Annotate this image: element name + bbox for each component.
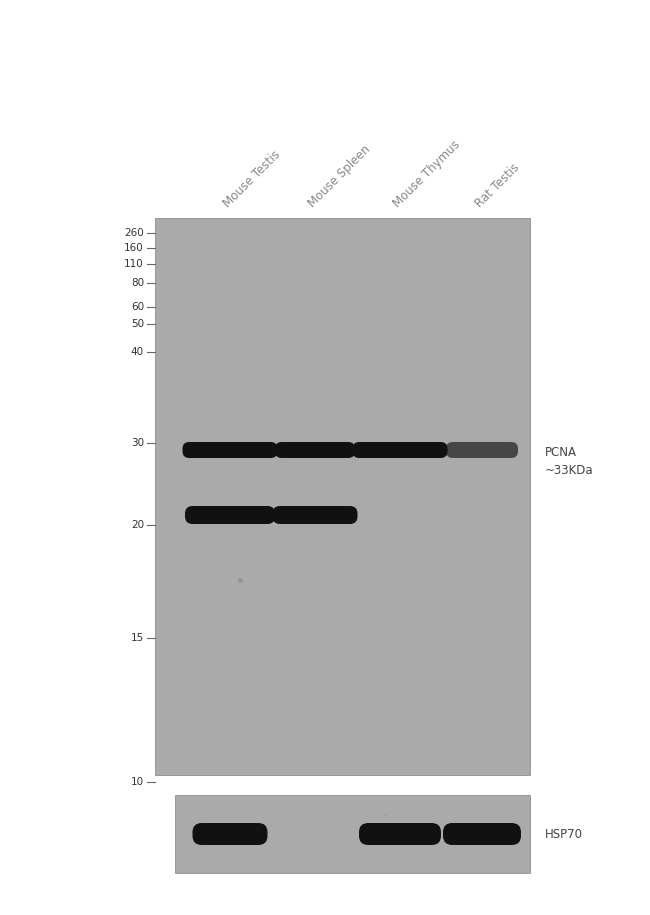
- Text: HSP70: HSP70: [545, 827, 583, 841]
- FancyBboxPatch shape: [352, 442, 447, 458]
- FancyBboxPatch shape: [185, 506, 275, 524]
- Text: 20: 20: [131, 520, 144, 530]
- Text: 15: 15: [131, 633, 144, 643]
- FancyBboxPatch shape: [183, 442, 278, 458]
- Text: 10: 10: [131, 777, 144, 787]
- Text: 80: 80: [131, 278, 144, 288]
- Text: 50: 50: [131, 319, 144, 329]
- FancyBboxPatch shape: [359, 823, 441, 845]
- FancyBboxPatch shape: [275, 442, 355, 458]
- Bar: [155, 218, 530, 775]
- Text: 30: 30: [131, 438, 144, 448]
- FancyBboxPatch shape: [301, 823, 329, 845]
- FancyBboxPatch shape: [443, 823, 521, 845]
- Text: 40: 40: [131, 347, 144, 357]
- FancyBboxPatch shape: [272, 506, 358, 524]
- Text: Mouse Spleen: Mouse Spleen: [306, 143, 373, 210]
- Text: Mouse Thymus: Mouse Thymus: [391, 138, 463, 210]
- Text: 260: 260: [124, 228, 144, 238]
- Text: 160: 160: [124, 243, 144, 253]
- Text: 110: 110: [124, 259, 144, 269]
- FancyBboxPatch shape: [446, 442, 518, 458]
- Text: Rat Testis: Rat Testis: [473, 161, 522, 210]
- Text: Mouse Testis: Mouse Testis: [221, 148, 283, 210]
- Text: 60: 60: [131, 302, 144, 312]
- Bar: [175, 795, 530, 873]
- Text: PCNA
~33KDa: PCNA ~33KDa: [545, 447, 593, 478]
- FancyBboxPatch shape: [192, 823, 268, 845]
